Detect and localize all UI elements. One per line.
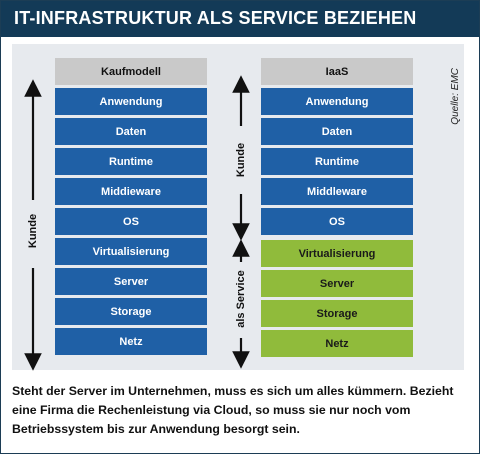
layer-cell-customer: Daten: [261, 118, 413, 145]
layer-cell: Netz: [55, 328, 207, 355]
layer-cell: Server: [55, 268, 207, 295]
caption-text: Steht der Server im Unternehmen, muss es…: [12, 384, 454, 436]
layer-cell-service: Netz: [261, 330, 413, 357]
column-head-kaufmodell: Kaufmodell: [55, 58, 207, 85]
layer-cell: OS: [55, 208, 207, 235]
header-title: IT-INFRASTRUKTUR ALS SERVICE BEZIEHEN: [14, 8, 417, 28]
right-side-label-customer: Kunde: [235, 142, 247, 178]
left-side-label: Kunde: [27, 213, 39, 249]
layer-cell: Daten: [55, 118, 207, 145]
layer-cell: Anwendung: [55, 88, 207, 115]
right-side-label-service: als Service: [235, 270, 247, 328]
layer-cell: Middieware: [55, 178, 207, 205]
layer-cell-service: Virtualisierung: [261, 240, 413, 267]
layer-cell-service: Storage: [261, 300, 413, 327]
layer-cell-customer: Anwendung: [261, 88, 413, 115]
layer-cell-customer: OS: [261, 208, 413, 235]
layer-cell: Runtime: [55, 148, 207, 175]
column-head-iaas: IaaS: [261, 58, 413, 85]
header-bar: IT-INFRASTRUKTUR ALS SERVICE BEZIEHEN: [1, 1, 479, 37]
source-label: Quelle: EMC: [450, 68, 461, 125]
layer-cell-customer: Middleware: [261, 178, 413, 205]
layer-cell: Storage: [55, 298, 207, 325]
layer-cell-service: Server: [261, 270, 413, 297]
layer-cell: Virtualisierung: [55, 238, 207, 265]
layer-cell-customer: Runtime: [261, 148, 413, 175]
